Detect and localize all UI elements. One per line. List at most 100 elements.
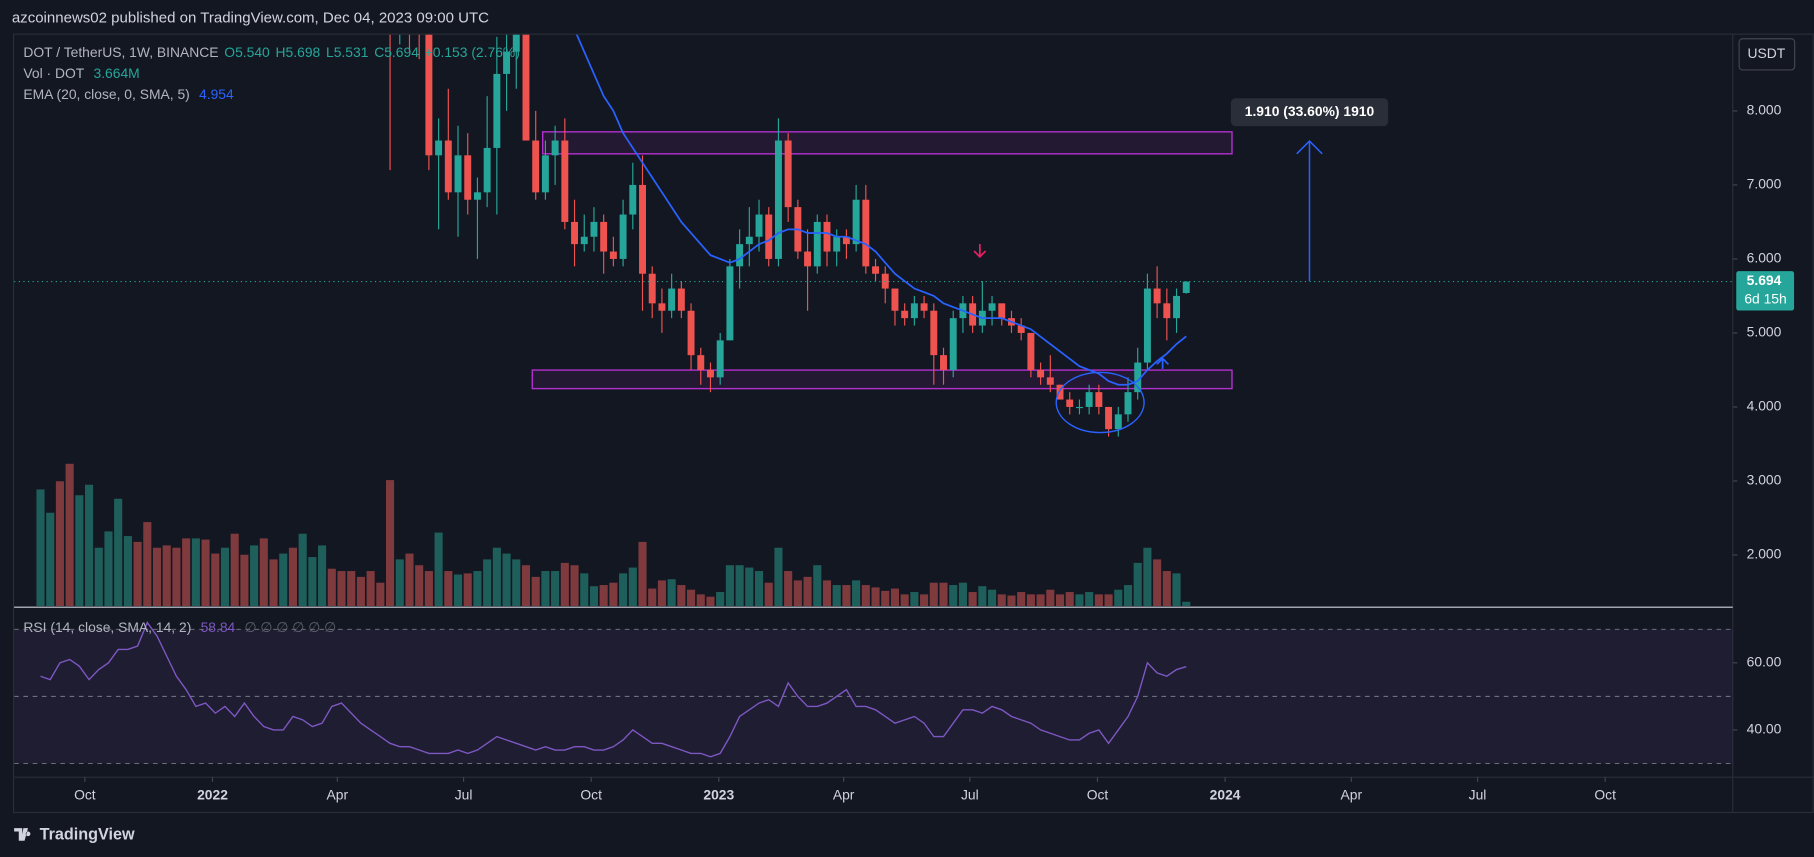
volume-bar <box>240 554 249 607</box>
volume-bar <box>172 547 181 607</box>
candle-body <box>629 184 637 215</box>
rsi-legend: RSI (14, close, SMA, 14, 2) 58.84 ∅ ∅ ∅ ∅ … <box>23 619 336 635</box>
up-arrow-head <box>1156 357 1169 365</box>
volume-bar <box>861 585 870 607</box>
volume-bar <box>415 565 424 607</box>
volume-bar <box>852 580 861 607</box>
volume-bar <box>832 585 841 607</box>
volume-bar <box>123 536 132 607</box>
volume-bar <box>725 565 734 607</box>
volume-bar <box>483 559 492 607</box>
currency-button[interactable] <box>1738 38 1796 71</box>
volume-bar <box>803 576 812 607</box>
volume-bar <box>551 571 560 607</box>
volume-bar <box>657 580 666 607</box>
x-tick-label: Apr <box>1341 786 1363 802</box>
candle-body <box>1017 325 1025 333</box>
volume-bar <box>327 568 336 607</box>
candle-body <box>551 140 559 156</box>
volume-bar <box>386 480 395 607</box>
rsi-tick-label: 40.00 <box>1747 721 1782 737</box>
rsi-line <box>40 621 1187 758</box>
volume-bar <box>1075 594 1084 607</box>
candle-body <box>901 310 909 319</box>
volume-bar <box>55 481 64 607</box>
volume-bar <box>764 582 773 607</box>
drawings: 1.910 (33.60%) 1910 <box>973 98 1389 434</box>
volume-bar <box>1046 589 1055 607</box>
volume-bar <box>570 565 579 607</box>
volume-bar <box>162 545 171 607</box>
candle-body <box>561 140 569 222</box>
candle-body <box>639 184 646 274</box>
volume-bar <box>1007 595 1016 607</box>
ema-label: EMA (20, close, 0, SMA, 5) <box>23 85 189 101</box>
ema-value: 4.954 <box>199 85 234 101</box>
brand: TradingView <box>14 825 135 843</box>
volume-bar <box>395 559 404 607</box>
y-tick-label: 5.000 <box>1747 324 1782 340</box>
candle-body <box>464 155 472 200</box>
volume-bar <box>754 571 764 607</box>
volume-bar <box>560 562 569 607</box>
volume-bar <box>1182 601 1191 607</box>
volume-bar <box>318 545 327 607</box>
candle-body <box>503 51 511 74</box>
candle-body <box>716 340 724 378</box>
candle-body <box>532 140 540 193</box>
volume-bar <box>774 547 783 607</box>
candle-body <box>483 147 491 193</box>
volume-bar <box>1143 547 1152 607</box>
candle-body <box>1153 288 1161 304</box>
x-tick-label: 2023 <box>703 786 734 802</box>
rsi-pane <box>14 621 1733 764</box>
volume-bar <box>114 498 123 607</box>
volume-bar <box>619 573 628 607</box>
volume-bar <box>939 582 948 607</box>
x-tick-label: 2022 <box>197 786 228 802</box>
candle-body <box>910 303 918 319</box>
volume-bar <box>706 596 715 607</box>
volume-bar <box>648 588 657 607</box>
y-tick-label: 8.000 <box>1747 102 1782 118</box>
candle-body <box>1066 399 1074 407</box>
x-tick-label: 2024 <box>1210 786 1241 802</box>
candle-body <box>658 303 666 311</box>
volume-bar <box>997 594 1006 607</box>
volume-bar <box>347 571 356 607</box>
volume-bar <box>988 589 997 607</box>
volume-bar <box>1085 592 1094 607</box>
candle-body <box>444 140 452 193</box>
volume-bar <box>521 565 531 607</box>
brand-logo <box>14 828 31 841</box>
rsi-label: RSI (14, close, SMA, 14, 2) <box>23 619 191 635</box>
candle-body <box>677 288 685 311</box>
volume-label: Vol · DOT <box>23 65 84 81</box>
volume-bar <box>512 559 521 607</box>
volume-bar <box>541 571 550 607</box>
candle-body <box>1085 392 1093 407</box>
currency[interactable]: USDT <box>1747 45 1785 61</box>
measure-arrow-head <box>1296 140 1323 155</box>
volume-bar <box>1104 594 1113 607</box>
circle-drawing <box>1055 371 1145 434</box>
candle-body <box>940 355 947 370</box>
candle-body <box>784 140 792 208</box>
volume-bar <box>337 571 346 607</box>
volume-bar <box>366 571 375 607</box>
volume-bar <box>191 538 200 607</box>
volume-bar <box>424 571 433 607</box>
volume-bar <box>1114 589 1123 607</box>
candle-body <box>648 273 656 304</box>
volume-bar <box>735 565 744 607</box>
volume-bar <box>716 592 725 607</box>
volume-bar <box>822 580 832 607</box>
candle-body <box>687 310 695 356</box>
candle-body <box>1134 362 1142 393</box>
volume-bar <box>793 580 802 607</box>
volume-bar <box>696 594 705 607</box>
candle-body <box>522 34 530 141</box>
candle-body <box>609 251 617 259</box>
